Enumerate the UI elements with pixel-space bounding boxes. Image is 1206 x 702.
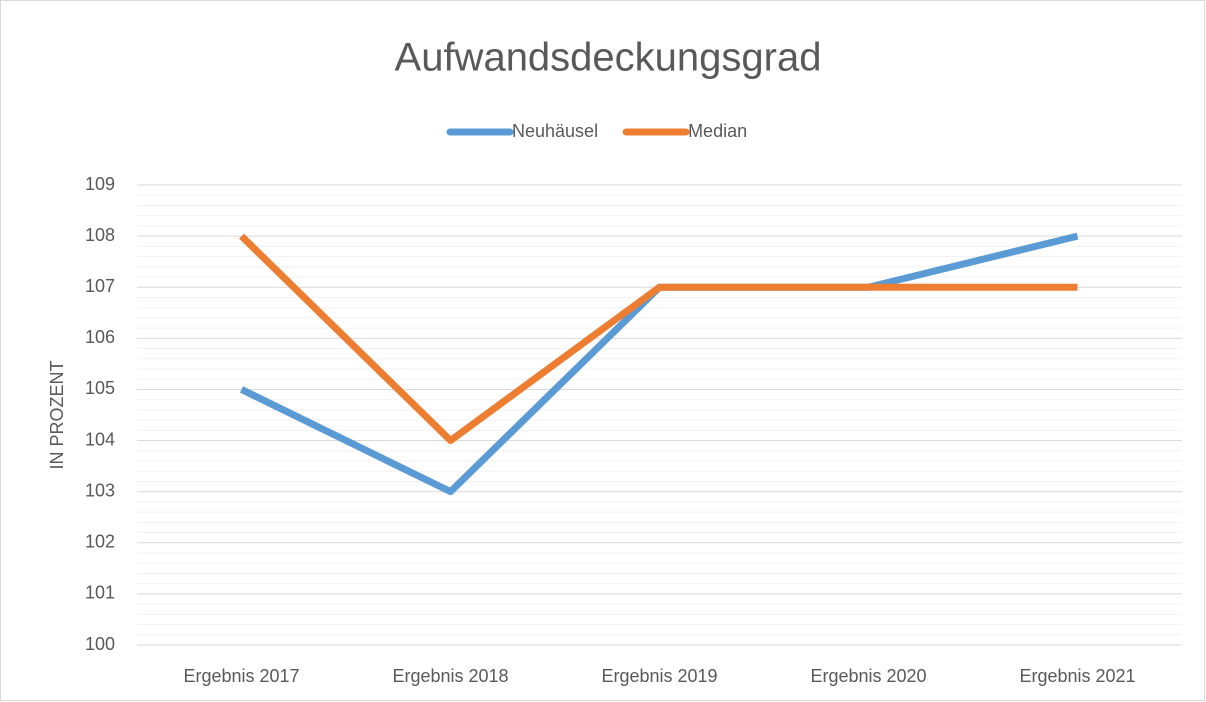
- x-tick-label: Ergebnis 2021: [1019, 666, 1135, 686]
- data-line: [239, 233, 1078, 445]
- y-tick-label: 101: [85, 583, 115, 603]
- legend-label: Neuhäusel: [512, 121, 598, 141]
- x-tick-label: Ergebnis 2017: [183, 666, 299, 686]
- y-tick-label: 105: [85, 378, 115, 398]
- x-tick-label: Ergebnis 2018: [392, 666, 508, 686]
- y-tick-label: 100: [85, 634, 115, 654]
- y-tick-label: 106: [85, 327, 115, 347]
- y-axis-label: IN PROZENT: [47, 360, 67, 469]
- y-tick-label: 104: [85, 429, 115, 449]
- legend-label: Median: [688, 121, 747, 141]
- chart-title: Aufwandsdeckungsgrad: [395, 36, 822, 80]
- x-tick-label: Ergebnis 2020: [810, 666, 926, 686]
- y-tick-label: 109: [85, 174, 115, 194]
- y-tick-label: 107: [85, 276, 115, 296]
- x-tick-label: Ergebnis 2019: [601, 666, 717, 686]
- y-tick-label: 102: [85, 532, 115, 552]
- y-tick-label: 103: [85, 480, 115, 500]
- y-tick-label: 108: [85, 225, 115, 245]
